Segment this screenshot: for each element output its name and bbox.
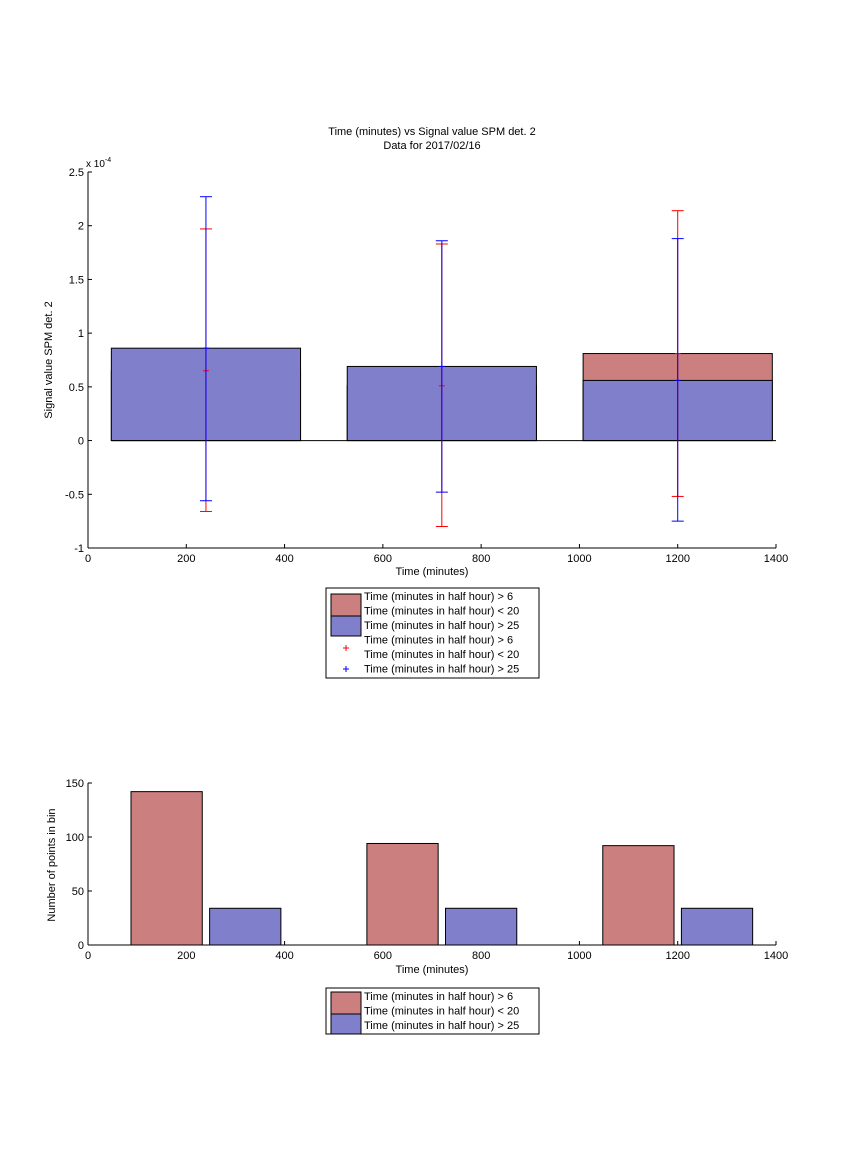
chart2-x-tick-label: 1000 (567, 950, 591, 962)
chart2-x-tick-label: 400 (275, 950, 293, 962)
chart1-x-tick-label: 600 (374, 553, 392, 565)
chart1-y-tick-label: -1 (74, 543, 84, 555)
chart2-legend-label: Time (minutes in half hour) < 20 (364, 1006, 519, 1018)
chart1-y-tick-label: 2.5 (69, 167, 84, 179)
chart2-bar (445, 907, 518, 946)
chart2-xlabel: Time (minutes) (396, 964, 469, 976)
chart1-plot: 0 200 400 600 800 1000 1200 1400 -1 -0.5 0 0.5 1 1.5 2… (65, 167, 788, 565)
chart1-y-tick-label: 0 (78, 436, 84, 448)
chart2-x-tick-label: 800 (472, 950, 490, 962)
chart2-x-tick-label: 600 (374, 950, 392, 962)
chart2-legend-swatch-blue (330, 1013, 362, 1035)
chart1-legend-label: Time (minutes in half hour) > 25 (364, 620, 519, 632)
chart1-subtitle: Data for 2017/02/16 (383, 140, 480, 152)
chart1-y-tick-label: 1.5 (69, 274, 84, 286)
chart2-ylabel: Number of points in bin (46, 808, 58, 921)
chart1-y-tick-label: 1 (78, 328, 84, 340)
chart1-y-tick-label: 2 (78, 221, 84, 233)
chart1-x-tick-label: 400 (275, 553, 293, 565)
chart2-y-tick-label: 150 (66, 778, 84, 790)
chart1-exponent-power: -4 (105, 157, 111, 164)
chart2-y-tick-label: 100 (66, 832, 84, 844)
chart1-x-tick-label: 0 (85, 553, 91, 565)
chart1-legend-swatch-blue (330, 615, 362, 637)
chart1-legend: Time (minutes in half hour) > 6 Time (min… (325, 587, 540, 679)
chart2-bar (680, 907, 754, 946)
chart1-legend-label: Time (minutes in half hour) < 20 (364, 649, 519, 661)
chart2-bar (209, 907, 282, 946)
chart2-x-tick-label: 200 (177, 950, 195, 962)
chart1-x-tick-label: 200 (177, 553, 195, 565)
chart2-bar (366, 842, 439, 946)
chart1-y-tick-label: -0.5 (65, 489, 84, 501)
chart1-title: Time (minutes) vs Signal value SPM det. … (328, 126, 535, 138)
chart1-legend-label: Time (minutes in half hour) > 6 (364, 591, 513, 603)
chart2-bar (602, 845, 675, 946)
chart2-legend: Time (minutes in half hour) > 6 Time (min… (325, 987, 540, 1035)
chart1-exponent: x 10-4 (86, 157, 111, 170)
chart2-bar (130, 791, 203, 946)
chart2-legend-label: Time (minutes in half hour) > 25 (364, 1020, 519, 1032)
chart1-x-tick-label: 1200 (665, 553, 689, 565)
chart1-ylabel: Signal value SPM det. 2 (43, 301, 55, 418)
chart1-x-tick-label: 1000 (567, 553, 591, 565)
chart2-x-tick-label: 0 (85, 950, 91, 962)
chart1-y-tick-label: 0.5 (69, 382, 84, 394)
chart2-plot: 0 200 400 600 800 1000 1200 1400 0 50 100 150 (66, 778, 789, 962)
chart2-y-tick-label: 50 (72, 886, 84, 898)
chart2-legend-swatch-red (330, 991, 362, 1015)
chart1-exponent-base: x 10 (86, 159, 105, 170)
chart1-x-tick-label: 800 (472, 553, 490, 565)
chart2-y-tick-label: 0 (78, 940, 84, 952)
chart1-legend-label: Time (minutes in half hour) > 25 (364, 664, 519, 676)
chart1-legend-label: Time (minutes in half hour) < 20 (364, 606, 519, 618)
chart2-x-tick-label: 1200 (665, 950, 689, 962)
chart1-xlabel: Time (minutes) (396, 566, 469, 578)
chart2-x-tick-label: 1400 (764, 950, 788, 962)
chart1-x-tick-label: 1400 (764, 553, 788, 565)
chart1-legend-swatch-red (330, 593, 362, 617)
chart1-legend-label: Time (minutes in half hour) > 6 (364, 635, 513, 647)
chart2-legend-label: Time (minutes in half hour) > 6 (364, 991, 513, 1003)
